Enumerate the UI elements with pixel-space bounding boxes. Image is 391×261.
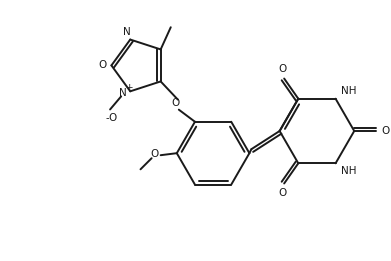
Text: O: O — [172, 98, 180, 108]
Text: N: N — [119, 88, 127, 98]
Text: N: N — [123, 27, 131, 38]
Text: O: O — [381, 126, 389, 136]
Text: +: + — [126, 83, 133, 92]
Text: O: O — [151, 149, 159, 159]
Text: O: O — [278, 64, 286, 74]
Text: NH: NH — [341, 166, 356, 176]
Text: -O: -O — [106, 112, 118, 122]
Text: O: O — [98, 61, 106, 70]
Text: NH: NH — [341, 86, 356, 96]
Text: O: O — [278, 188, 286, 198]
